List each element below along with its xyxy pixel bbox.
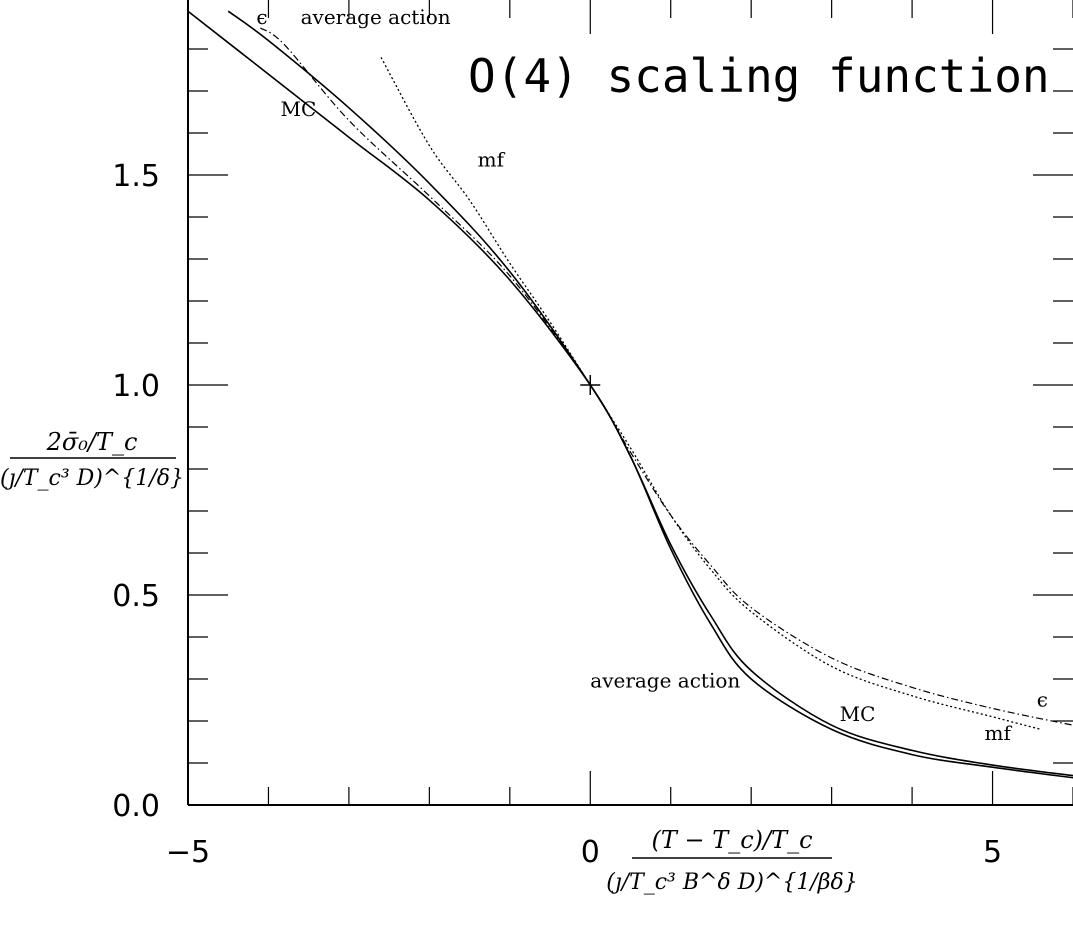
curve-label: mf [985, 721, 1013, 745]
y-tick-label: 1.0 [112, 369, 160, 404]
curve-label: MC [281, 97, 317, 121]
x-axis-label: (T − T_c)/T_c (ȷ/T_c³ B^δ D)^{1/βδ} [606, 826, 858, 895]
y-axis-label: 2σ̄₀/T_c (ȷ/T_c³ D)^{1/δ} [0, 428, 184, 491]
curve-label: ϵ [256, 5, 267, 29]
y-axis-label-numerator: 2σ̄₀/T_c [46, 428, 138, 456]
y-axis-label-denominator: (ȷ/T_c³ D)^{1/δ} [0, 466, 184, 491]
curve-label: ϵ [1037, 687, 1048, 711]
curve-label: average action [301, 5, 451, 29]
chart-title: O(4) scaling function [468, 49, 1050, 103]
axis-ticks [187, 0, 1073, 805]
series-line-mf [380, 57, 1041, 731]
y-tick-label: 1.5 [112, 159, 160, 194]
curves [187, 10, 1073, 779]
x-axis-label-numerator: (T − T_c)/T_c [651, 826, 812, 854]
series-line-MC [187, 10, 1073, 777]
curve-label: mf [478, 148, 506, 172]
axis-tick-labels: −5 0 5 0.0 0.5 1.0 1.5 [112, 159, 1002, 870]
series-line-average-action [227, 10, 1073, 779]
curve-label: average action [590, 668, 740, 692]
series-line-ϵ [260, 27, 1073, 726]
x-tick-label: 5 [983, 835, 1002, 870]
critical-point-marker [580, 375, 601, 395]
x-axis-label-denominator: (ȷ/T_c³ B^δ D)^{1/βδ} [606, 870, 858, 895]
x-tick-label: −5 [166, 835, 210, 870]
curve-label: MC [840, 702, 876, 726]
y-tick-label: 0.5 [112, 579, 160, 614]
y-tick-label: 0.0 [112, 789, 160, 824]
x-tick-label: 0 [581, 835, 600, 870]
plot-frame [187, 0, 1073, 806]
